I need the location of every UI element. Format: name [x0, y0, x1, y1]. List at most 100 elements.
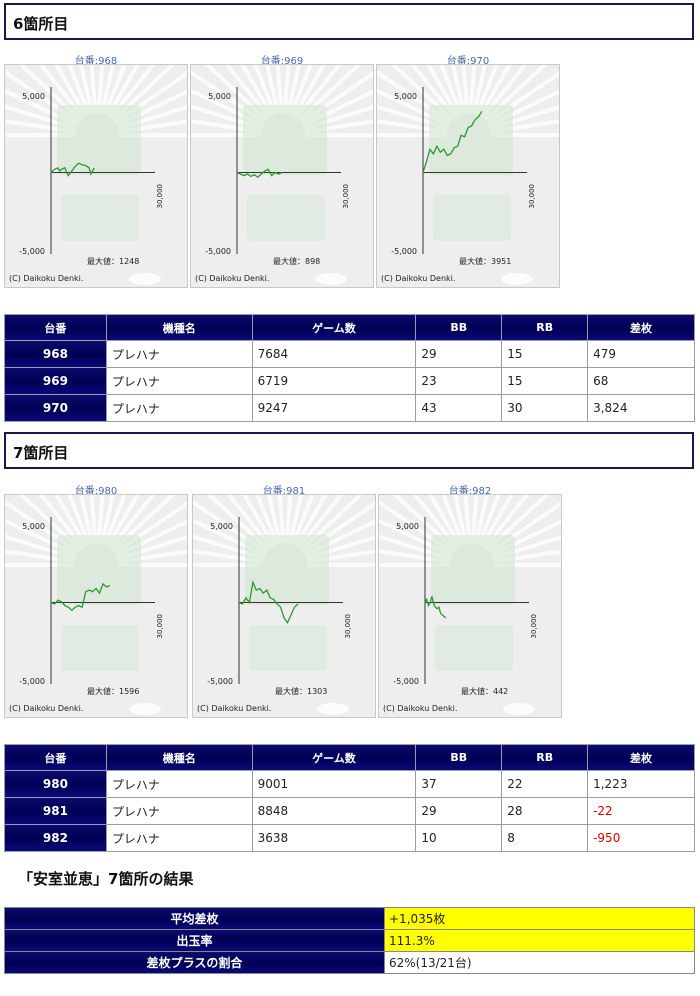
y-tick-max: 5,000 — [210, 522, 233, 531]
rb-count: 22 — [501, 770, 589, 798]
slump-graph-svg: 5,000 -5,000 30,000 — [377, 65, 559, 285]
slump-graph-svg: 5,000 -5,000 30,000 — [191, 65, 373, 285]
slump-line — [50, 162, 95, 177]
machine-name: プレハナ — [105, 770, 253, 798]
game-count: 8848 — [251, 797, 417, 825]
coin-difference: 3,824 — [587, 394, 695, 422]
machine-number[interactable]: 970 — [4, 394, 107, 422]
summary-value: +1,035枚 — [384, 907, 695, 930]
y-tick-max: 5,000 — [394, 92, 417, 101]
bb-count: 29 — [415, 340, 503, 368]
rb-count: 28 — [501, 797, 589, 825]
y-tick-max: 5,000 — [396, 522, 419, 531]
coin-difference: 1,223 — [587, 770, 695, 798]
graph-machine-label: 台番:980 — [74, 486, 118, 497]
column-header: 台番 — [4, 314, 107, 341]
column-header: RB — [501, 314, 589, 341]
table-header-row: 台番 機種名 ゲーム数 BB RB 差枚 — [4, 744, 695, 771]
machine-name: プレハナ — [105, 797, 253, 825]
slump-line — [238, 580, 299, 624]
summary-label: 出玉率 — [4, 929, 385, 952]
machine-number[interactable]: 969 — [4, 367, 107, 395]
graph-card[interactable]: 台番:981 5,000 -5,000 30,000 最大値：1303 (C) Daiko… — [192, 478, 376, 718]
slump-graph: 5,000 -5,000 30,000 最大値：442 (C) Daikoku Denk… — [378, 494, 562, 718]
rb-count: 8 — [501, 824, 589, 852]
machine-name: プレハナ — [105, 367, 253, 395]
column-header: 差枚 — [587, 314, 695, 341]
max-value-label: 最大値：1248 — [87, 257, 140, 266]
copyright-label: (C) Daikoku Denki. — [383, 704, 458, 713]
bb-count: 43 — [415, 394, 503, 422]
y-tick-min: -5,000 — [391, 247, 417, 256]
graph-card[interactable]: 台番:969 5,000 -5,000 30,000 最大値：898 (C) Daikok… — [190, 48, 374, 288]
slump-graph: 5,000 -5,000 30,000 最大値：1248 (C) Daikoku Den… — [4, 64, 188, 288]
y-tick-max: 5,000 — [208, 92, 231, 101]
column-header: RB — [501, 744, 589, 771]
x-tick-max: 30,000 — [342, 184, 350, 209]
slump-graph: 5,000 -5,000 30,000 最大値：3951 (C) Daikoku Den… — [376, 64, 560, 288]
game-count: 7684 — [251, 340, 417, 368]
graph-card[interactable]: 台番:968 5,000 -5,000 30,000 最大値：1248 (C) Daiko… — [4, 48, 188, 288]
coin-difference: -950 — [587, 824, 695, 852]
game-count: 9001 — [251, 770, 417, 798]
summary-label: 差枚プラスの割合 — [4, 951, 385, 974]
x-tick-max: 30,000 — [530, 614, 538, 639]
coin-difference: 68 — [587, 367, 695, 395]
copyright-label: (C) Daikoku Denki. — [195, 274, 270, 283]
column-header: 差枚 — [587, 744, 695, 771]
graph-row-6: 台番:968 5,000 -5,000 30,000 最大値：1248 (C) Daiko… — [4, 48, 694, 288]
table-row: 982 プレハナ 3638 10 8 -950 — [4, 824, 695, 852]
table-header-row: 台番 機種名 ゲーム数 BB RB 差枚 — [4, 314, 695, 341]
graph-machine-label: 台番:970 — [446, 56, 490, 67]
max-value-label: 最大値：1596 — [87, 687, 140, 696]
slump-line — [422, 110, 483, 173]
machine-number[interactable]: 968 — [4, 340, 107, 368]
slump-graph: 5,000 -5,000 30,000 最大値：898 (C) Daikoku Denk… — [190, 64, 374, 288]
game-count: 6719 — [251, 367, 417, 395]
machine-number[interactable]: 981 — [4, 797, 107, 825]
game-count: 9247 — [251, 394, 417, 422]
slump-graph: 5,000 -5,000 30,000 最大値：1596 (C) Daikoku Den… — [4, 494, 188, 718]
summary-value: 111.3% — [384, 929, 695, 952]
max-value-label: 最大値：898 — [273, 257, 321, 266]
column-header: BB — [415, 744, 503, 771]
rb-count: 30 — [501, 394, 589, 422]
summary-row: 平均差枚 +1,035枚 — [4, 907, 695, 930]
summary-label: 平均差枚 — [4, 907, 385, 930]
y-tick-max: 5,000 — [22, 522, 45, 531]
column-header: 機種名 — [105, 314, 253, 341]
bb-count: 37 — [415, 770, 503, 798]
result-summary-table: 平均差枚 +1,035枚 出玉率 111.3% 差枚プラスの割合 62%(13/… — [4, 907, 695, 974]
machine-number[interactable]: 980 — [4, 770, 107, 798]
bb-count: 29 — [415, 797, 503, 825]
table-row: 970 プレハナ 9247 43 30 3,824 — [4, 394, 695, 422]
machine-name: プレハナ — [105, 340, 253, 368]
slump-graph-svg: 5,000 -5,000 30,000 — [5, 65, 187, 285]
slump-graph: 5,000 -5,000 30,000 最大値：1303 (C) Daikoku Den… — [192, 494, 376, 718]
graph-card[interactable]: 台番:982 5,000 -5,000 30,000 最大値：442 (C) Daikok… — [378, 478, 562, 718]
y-tick-min: -5,000 — [393, 677, 419, 686]
game-count: 3638 — [251, 824, 417, 852]
result-title: 「安室並恵」7箇所の結果 — [18, 870, 194, 888]
column-header: ゲーム数 — [251, 314, 417, 341]
coin-difference: 479 — [587, 340, 695, 368]
copyright-label: (C) Daikoku Denki. — [381, 274, 456, 283]
slump-graph-svg: 5,000 -5,000 30,000 — [5, 495, 187, 715]
y-tick-min: -5,000 — [205, 247, 231, 256]
y-tick-min: -5,000 — [19, 677, 45, 686]
graph-card[interactable]: 台番:980 5,000 -5,000 30,000 最大値：1596 (C) Daiko… — [4, 478, 188, 718]
coin-difference: -22 — [587, 797, 695, 825]
section-header-7: 7箇所目 — [4, 432, 694, 469]
section-header-6: 6箇所目 — [4, 3, 694, 40]
summary-row: 差枚プラスの割合 62%(13/21台) — [4, 951, 695, 974]
graph-card[interactable]: 台番:970 5,000 -5,000 30,000 最大値：3951 (C) Daiko… — [376, 48, 560, 288]
summary-row: 出玉率 111.3% — [4, 929, 695, 952]
table-row: 969 プレハナ 6719 23 15 68 — [4, 367, 695, 395]
x-tick-max: 30,000 — [156, 184, 164, 209]
machine-number[interactable]: 982 — [4, 824, 107, 852]
graph-machine-label: 台番:981 — [262, 486, 306, 497]
x-tick-max: 30,000 — [528, 184, 536, 209]
graph-row-7: 台番:980 5,000 -5,000 30,000 最大値：1596 (C) Daiko… — [4, 478, 694, 718]
bb-count: 10 — [415, 824, 503, 852]
max-value-label: 最大値：1303 — [275, 687, 328, 696]
